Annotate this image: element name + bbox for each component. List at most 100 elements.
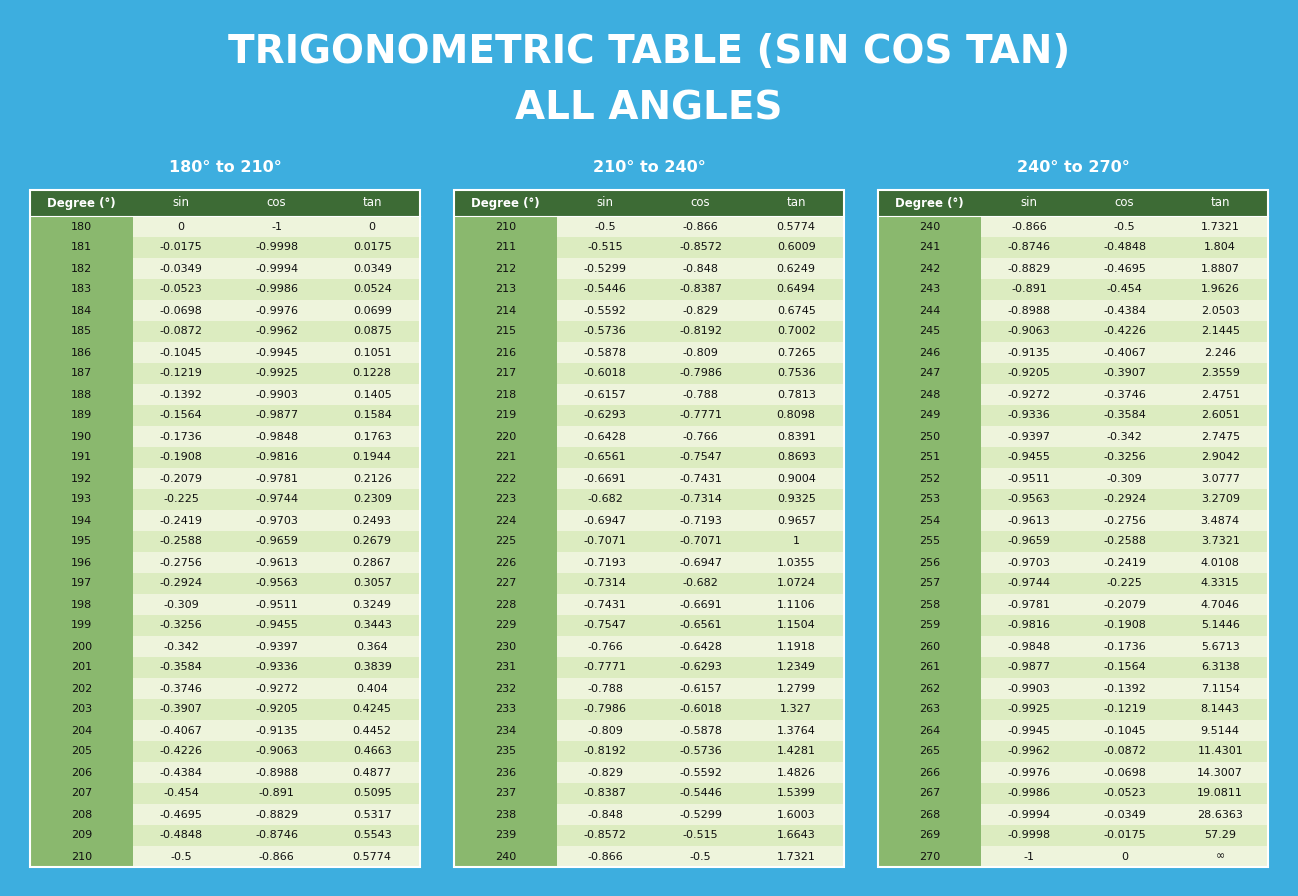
Text: -0.9744: -0.9744 — [256, 495, 299, 504]
Text: 0.5543: 0.5543 — [353, 831, 392, 840]
Text: -0.454: -0.454 — [164, 788, 199, 798]
Bar — [749, 489, 844, 510]
Bar — [749, 405, 844, 426]
Bar — [981, 573, 1077, 594]
Text: -0.7547: -0.7547 — [679, 452, 722, 462]
Bar — [877, 321, 981, 342]
Text: -0.866: -0.866 — [1011, 221, 1047, 231]
Bar — [134, 489, 228, 510]
Bar — [877, 190, 1268, 867]
Bar — [1172, 762, 1268, 783]
Text: -0.891: -0.891 — [258, 788, 295, 798]
Text: -0.1219: -0.1219 — [1103, 704, 1146, 714]
Bar — [981, 510, 1077, 531]
Bar — [324, 342, 421, 363]
Bar — [877, 363, 981, 384]
Text: 247: 247 — [919, 368, 940, 378]
Bar — [981, 762, 1077, 783]
Text: Degree (°): Degree (°) — [471, 196, 540, 210]
Text: -0.0175: -0.0175 — [160, 243, 202, 253]
Bar — [228, 300, 324, 321]
Text: cos: cos — [1115, 196, 1134, 210]
Bar — [228, 720, 324, 741]
Text: -0.5: -0.5 — [594, 221, 617, 231]
Text: -0.9945: -0.9945 — [1007, 726, 1050, 736]
Bar — [1077, 699, 1172, 720]
Bar — [1077, 342, 1172, 363]
Text: -0.7431: -0.7431 — [679, 473, 722, 484]
Bar — [454, 426, 557, 447]
Bar — [30, 636, 134, 657]
Bar — [877, 762, 981, 783]
Bar — [1172, 804, 1268, 825]
Bar — [1172, 636, 1268, 657]
Text: -0.7071: -0.7071 — [584, 537, 627, 547]
Text: 216: 216 — [495, 348, 517, 358]
Bar — [1077, 531, 1172, 552]
Bar — [30, 594, 134, 615]
Text: -0.9976: -0.9976 — [256, 306, 299, 315]
Bar — [30, 573, 134, 594]
Bar — [30, 678, 134, 699]
Text: -0.1219: -0.1219 — [160, 368, 202, 378]
Bar — [1077, 594, 1172, 615]
Bar — [749, 846, 844, 867]
Text: -0.5878: -0.5878 — [584, 348, 627, 358]
Bar — [749, 552, 844, 573]
Bar — [557, 678, 653, 699]
Text: -0.9563: -0.9563 — [256, 579, 299, 589]
Bar — [877, 489, 981, 510]
Text: tan: tan — [787, 196, 806, 210]
Text: sin: sin — [173, 196, 190, 210]
Text: -0.809: -0.809 — [587, 726, 623, 736]
Bar — [749, 636, 844, 657]
Text: 180: 180 — [71, 221, 92, 231]
Bar — [228, 678, 324, 699]
Bar — [981, 636, 1077, 657]
Text: 200: 200 — [71, 642, 92, 651]
Bar — [1172, 447, 1268, 468]
Text: -0.9272: -0.9272 — [256, 684, 299, 694]
Bar — [324, 468, 421, 489]
Bar — [454, 783, 557, 804]
Bar — [228, 237, 324, 258]
Text: -0.6018: -0.6018 — [679, 704, 722, 714]
Bar — [877, 657, 981, 678]
Bar — [749, 762, 844, 783]
Text: 251: 251 — [919, 452, 940, 462]
Bar — [653, 615, 749, 636]
Text: -0.1736: -0.1736 — [1103, 642, 1146, 651]
Bar — [324, 321, 421, 342]
Text: 213: 213 — [495, 285, 517, 295]
Text: -0.0349: -0.0349 — [160, 263, 202, 273]
Text: -0.1908: -0.1908 — [1103, 621, 1146, 631]
Text: sin: sin — [1020, 196, 1037, 210]
Text: -0.6428: -0.6428 — [584, 432, 627, 442]
Bar — [454, 573, 557, 594]
Text: -0.0872: -0.0872 — [1103, 746, 1146, 756]
Text: -0.2588: -0.2588 — [1103, 537, 1146, 547]
Bar — [1172, 783, 1268, 804]
Bar — [653, 510, 749, 531]
Text: -0.9455: -0.9455 — [1007, 452, 1050, 462]
Text: 1: 1 — [793, 537, 800, 547]
Bar — [324, 384, 421, 405]
Text: 217: 217 — [495, 368, 517, 378]
Text: -0.4848: -0.4848 — [160, 831, 202, 840]
Text: -0.8192: -0.8192 — [584, 746, 627, 756]
Text: -0.866: -0.866 — [683, 221, 719, 231]
Text: 222: 222 — [495, 473, 517, 484]
Text: 0.7002: 0.7002 — [776, 326, 815, 337]
Text: -0.5736: -0.5736 — [584, 326, 627, 337]
Bar — [557, 321, 653, 342]
Bar — [30, 300, 134, 321]
Text: 0.5774: 0.5774 — [776, 221, 815, 231]
Bar — [324, 615, 421, 636]
Bar — [1172, 552, 1268, 573]
Text: -0.0698: -0.0698 — [160, 306, 202, 315]
Bar — [134, 657, 228, 678]
Text: -0.5878: -0.5878 — [679, 726, 722, 736]
Text: 267: 267 — [919, 788, 940, 798]
Bar — [324, 531, 421, 552]
Text: 0: 0 — [1121, 851, 1128, 861]
